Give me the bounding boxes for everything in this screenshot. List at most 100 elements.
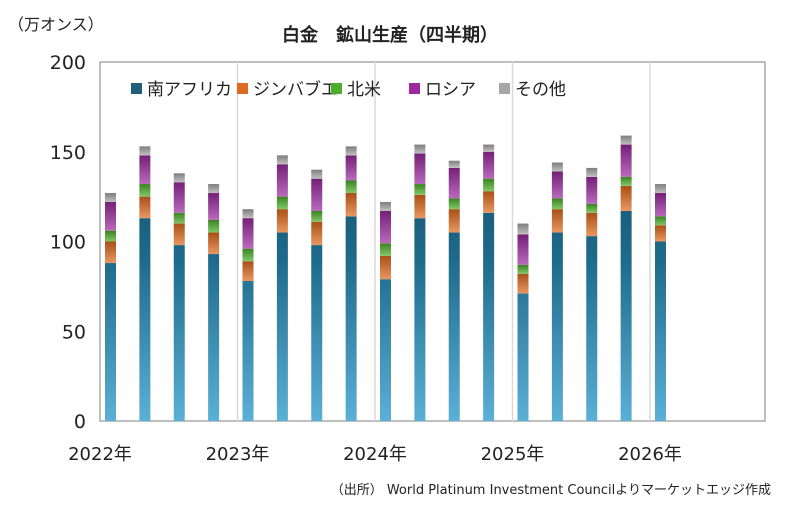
bar-segment-2023Q3-南アフリカ <box>311 245 323 421</box>
legend-label: ロシア <box>425 80 476 100</box>
bar-segment-2025Q2-その他 <box>551 162 563 172</box>
bar-segment-2023Q1-ジンバブエ <box>242 261 254 281</box>
x-tick-label: 2026年 <box>618 444 682 465</box>
legend-swatch <box>499 83 510 94</box>
bar-segment-2022Q4-ジンバブエ <box>208 232 220 255</box>
y-axis-ticks: 0 50 100 150 200 <box>50 52 86 433</box>
bar-segment-2026Q1-南アフリカ <box>655 241 666 421</box>
bar-segment-2023Q1-南アフリカ <box>242 280 254 421</box>
legend-swatch <box>237 83 248 94</box>
y-tick-label: 150 <box>50 142 86 164</box>
x-tick-label: 2025年 <box>481 444 545 465</box>
bar-segment-2025Q4-北米 <box>620 176 632 186</box>
bar-segment-2025Q3-北米 <box>586 203 598 213</box>
bar-segment-2022Q2-南アフリカ <box>139 218 151 421</box>
bar-segment-2025Q3-ジンバブエ <box>586 212 598 237</box>
bars <box>105 135 666 421</box>
bar-segment-2024Q2-ロシア <box>414 153 426 185</box>
bar-segment-2026Q1-北米 <box>655 216 666 226</box>
bar-segment-2022Q2-ジンバブエ <box>139 196 151 219</box>
bar-segment-2024Q1-その他 <box>380 202 391 211</box>
legend-swatch <box>409 83 420 94</box>
bar-segment-2024Q3-南アフリカ <box>448 232 460 421</box>
legend: 南アフリカ ジンバブエ 北米 ロシア その他 <box>131 79 566 100</box>
legend-swatch <box>131 83 142 94</box>
bar-segment-2024Q3-ロシア <box>448 167 460 199</box>
y-axis-label: （万オンス） <box>8 15 104 34</box>
bar-segment-2024Q2-ジンバブエ <box>414 194 426 219</box>
bar-segment-2024Q1-南アフリカ <box>380 279 391 421</box>
bar-segment-2023Q3-その他 <box>311 169 323 179</box>
legend-label: ジンバブエ <box>253 79 338 100</box>
bar-segment-2023Q4-ロシア <box>345 155 357 181</box>
bar-segment-2022Q3-ロシア <box>173 182 185 213</box>
bar-segment-2022Q4-北米 <box>208 219 220 233</box>
bar-segment-2022Q2-その他 <box>139 146 151 156</box>
bar-segment-2023Q4-南アフリカ <box>345 216 357 421</box>
legend-label: 南アフリカ <box>147 80 232 100</box>
bar-segment-2023Q2-ジンバブエ <box>276 209 288 233</box>
bar-segment-2025Q3-南アフリカ <box>586 236 598 421</box>
y-tick-label: 200 <box>50 52 86 74</box>
y-tick-label: 0 <box>74 411 86 433</box>
plot-area <box>99 61 766 422</box>
bar-segment-2024Q3-北米 <box>448 198 460 210</box>
bar-segment-2022Q1-北米 <box>105 230 116 242</box>
bar-segment-2023Q2-南アフリカ <box>276 232 288 421</box>
bar-segment-2024Q4-南アフリカ <box>483 212 495 421</box>
bar-segment-2025Q1-南アフリカ <box>517 293 529 421</box>
bar-segment-2026Q1-ロシア <box>655 193 666 217</box>
bar-segment-2022Q4-ロシア <box>208 193 220 220</box>
bar-segment-2025Q2-北米 <box>551 198 563 210</box>
bar-segment-2025Q3-ロシア <box>586 176 598 204</box>
grid-lines <box>236 62 651 421</box>
bar-segment-2022Q2-ロシア <box>139 155 151 185</box>
chart-title: 白金 鉱山生産（四半期） <box>282 24 498 46</box>
legend-label: その他 <box>515 80 566 100</box>
bar-segment-2024Q4-北米 <box>483 178 495 192</box>
bar-segment-2025Q4-その他 <box>620 135 632 145</box>
bar-segment-2024Q3-その他 <box>448 160 460 168</box>
bar-segment-2022Q3-南アフリカ <box>173 245 185 421</box>
bar-segment-2022Q1-その他 <box>105 193 116 202</box>
bar-segment-2022Q1-ロシア <box>105 202 116 231</box>
bar-segment-2022Q4-南アフリカ <box>208 254 220 421</box>
bar-segment-2024Q2-南アフリカ <box>414 218 426 421</box>
bar-segment-2022Q2-北米 <box>139 184 151 197</box>
bar-segment-2023Q4-その他 <box>345 146 357 156</box>
bar-segment-2025Q1-北米 <box>517 264 529 274</box>
bar-segment-2024Q1-ロシア <box>380 210 391 244</box>
bar-segment-2023Q1-その他 <box>242 209 254 219</box>
x-tick-label: 2023年 <box>206 444 270 465</box>
bar-segment-2023Q3-北米 <box>311 210 323 222</box>
bar-segment-2023Q4-北米 <box>345 180 357 194</box>
bar-segment-2025Q4-ジンバブエ <box>620 185 632 211</box>
bar-segment-2022Q1-南アフリカ <box>105 263 116 421</box>
bar-segment-2024Q2-北米 <box>414 184 426 195</box>
bar-segment-2022Q4-その他 <box>208 184 220 194</box>
bar-segment-2024Q1-北米 <box>380 243 391 256</box>
bar-segment-2026Q1-その他 <box>655 184 666 194</box>
bar-segment-2023Q1-北米 <box>242 248 254 262</box>
source-note: （出所） World Platinum Investment Councilより… <box>331 483 771 498</box>
bar-segment-2025Q1-ジンバブエ <box>517 273 529 294</box>
bar-segment-2025Q3-その他 <box>586 167 598 177</box>
bar-segment-2022Q1-ジンバブエ <box>105 241 116 264</box>
bar-segment-2025Q4-南アフリカ <box>620 210 632 421</box>
bar-segment-2022Q3-ジンバブエ <box>173 223 185 246</box>
bar-segment-2023Q2-北米 <box>276 196 288 210</box>
bar-segment-2023Q3-ジンバブエ <box>311 221 323 246</box>
legend-swatch <box>331 83 342 94</box>
bar-segment-2025Q2-ロシア <box>551 171 563 199</box>
bar-segment-2023Q3-ロシア <box>311 178 323 211</box>
bar-segment-2023Q2-ロシア <box>276 164 288 197</box>
y-tick-label: 50 <box>62 321 86 343</box>
x-axis-labels: 2022年 2023年 2024年 2025年 2026年 <box>68 444 682 465</box>
bar-segment-2026Q1-ジンバブエ <box>655 225 666 242</box>
bar-segment-2023Q4-ジンバブエ <box>345 193 357 217</box>
bar-segment-2022Q3-その他 <box>173 173 185 183</box>
bar-segment-2024Q2-その他 <box>414 144 426 154</box>
bar-segment-2024Q4-ロシア <box>483 151 495 179</box>
bar-segment-2025Q1-ロシア <box>517 234 529 265</box>
